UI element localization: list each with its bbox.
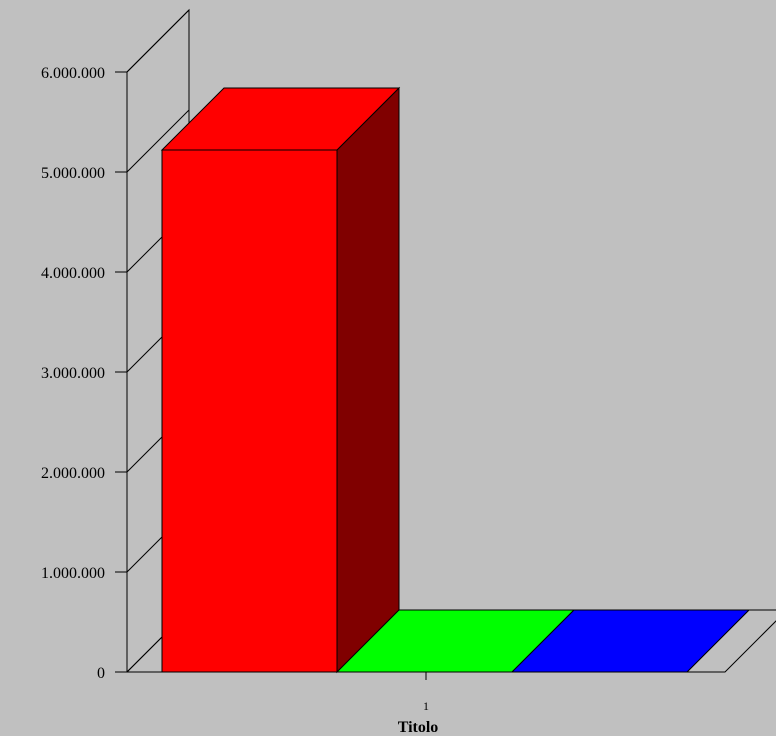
- bar-top: [160, 87, 401, 151]
- chart-bars: [160, 86, 751, 680]
- y-tick-label: 3.000.000: [41, 365, 105, 382]
- bar-front: [161, 149, 338, 673]
- bar-top: [510, 609, 751, 673]
- y-tick-label: 2.000.000: [41, 465, 105, 482]
- y-grid-diagonal: [126, 109, 190, 173]
- bar-series-3: [510, 609, 751, 673]
- bar-side: [336, 86, 400, 674]
- y-tick-label: 4.000.000: [41, 265, 105, 282]
- y-tick-label: 0: [97, 665, 105, 682]
- y-tick-label: 1.000.000: [41, 565, 105, 582]
- y-axis-ticks: 0 1.000.000 2.000.000 3.000.000 4.000.000 5.0…: [41, 9, 190, 682]
- bar-series-1: [160, 86, 401, 674]
- x-axis-title: Titolo: [398, 719, 439, 736]
- y-tick-label: 5.000.000: [41, 165, 105, 182]
- x-tick-label: 1: [423, 699, 429, 713]
- y-tick-label: 6.000.000: [41, 65, 105, 82]
- y-grid-diagonal: [126, 9, 190, 73]
